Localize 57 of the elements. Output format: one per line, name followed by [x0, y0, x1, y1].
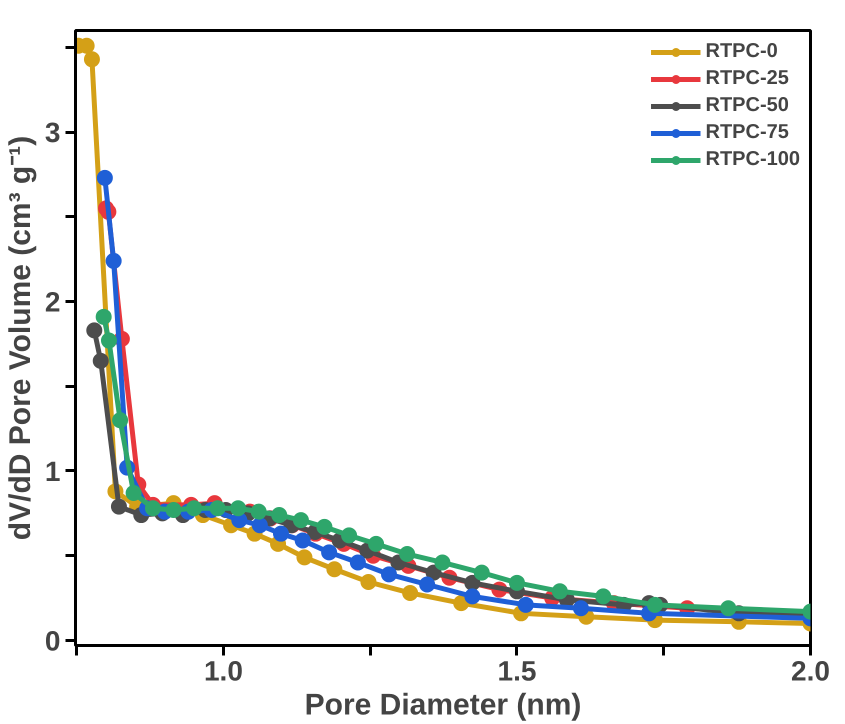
point	[294, 532, 311, 548]
x-axis-title: Pore Diameter (nm)	[304, 688, 582, 722]
point	[112, 412, 128, 428]
point	[252, 517, 268, 534]
legend-label: RTPC-50	[706, 94, 789, 117]
point	[326, 561, 342, 578]
legend-label: RTPC-25	[706, 67, 789, 90]
point	[92, 352, 109, 369]
point	[464, 588, 480, 604]
point	[296, 549, 312, 566]
point	[110, 498, 127, 515]
point	[272, 526, 289, 542]
y-tick-label: 0	[44, 625, 61, 656]
legend-label: RTPC-0	[706, 40, 778, 63]
point	[250, 504, 267, 520]
point	[321, 544, 338, 560]
point	[96, 170, 113, 186]
point	[230, 500, 246, 516]
point	[552, 583, 568, 600]
point	[419, 576, 436, 592]
point	[84, 51, 100, 68]
point	[572, 600, 589, 616]
y-tick-label: 3	[44, 117, 61, 148]
legend-label: RTPC-100	[706, 148, 800, 171]
point	[316, 518, 332, 535]
point	[646, 596, 663, 613]
x-tick-label: 1.5	[498, 656, 536, 686]
y-tick-label: 1	[44, 456, 61, 487]
point	[402, 584, 418, 601]
point	[720, 600, 736, 616]
point	[341, 527, 358, 544]
y-tick-label: 2	[44, 286, 61, 318]
point	[508, 574, 525, 591]
point	[380, 566, 397, 582]
point	[360, 574, 376, 590]
point	[434, 554, 450, 570]
point	[518, 596, 534, 613]
legend-label: RTPC-75	[706, 121, 789, 144]
point	[100, 332, 117, 349]
point	[595, 588, 612, 604]
x-tick-label: 2.0	[791, 656, 830, 686]
point	[271, 507, 288, 524]
point	[96, 308, 112, 325]
x-tick-label: 1.0	[204, 656, 243, 686]
point	[399, 546, 416, 562]
point	[106, 252, 122, 269]
point	[186, 500, 202, 516]
y-axis-title: dV/dD Pore Volume (cm³ g⁻¹)	[4, 136, 37, 540]
point	[474, 564, 490, 581]
point	[350, 554, 366, 570]
point	[292, 512, 309, 528]
point	[210, 500, 226, 516]
point	[126, 485, 142, 502]
point	[86, 322, 102, 338]
point	[166, 502, 182, 518]
point	[368, 536, 384, 552]
point	[144, 500, 161, 516]
